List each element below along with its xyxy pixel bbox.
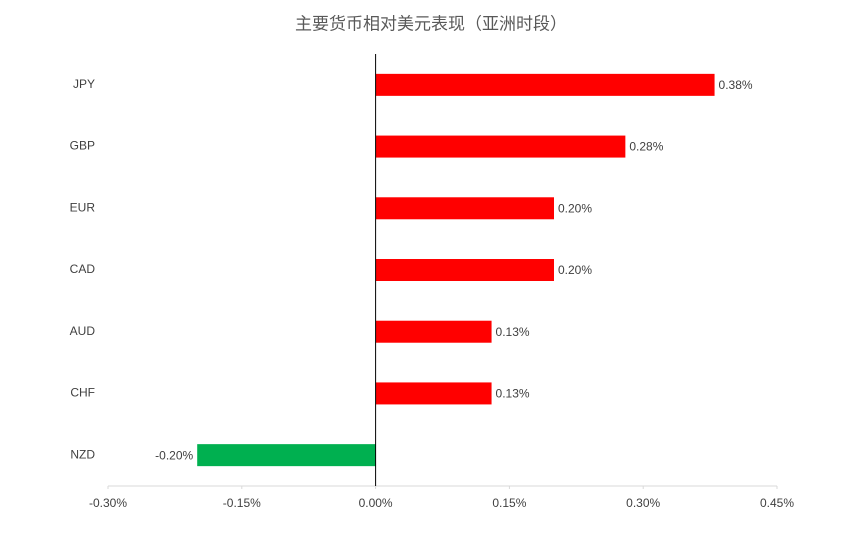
chart-title: 主要货币相对美元表现（亚洲时段） bbox=[295, 14, 567, 33]
value-label: 0.13% bbox=[496, 387, 530, 401]
bar bbox=[375, 382, 492, 405]
y-tick-label: CHF bbox=[70, 386, 95, 400]
x-tick-label: -0.30% bbox=[89, 496, 127, 510]
y-tick-label: JPY bbox=[73, 77, 95, 91]
y-tick-label: GBP bbox=[70, 139, 95, 153]
x-tick-label: 0.45% bbox=[760, 496, 794, 510]
bar bbox=[375, 197, 554, 220]
value-label: 0.20% bbox=[558, 263, 592, 277]
bar bbox=[375, 135, 626, 158]
x-tick-label: 0.15% bbox=[492, 496, 526, 510]
x-tick-label: -0.15% bbox=[223, 496, 261, 510]
value-label: 0.28% bbox=[629, 140, 663, 154]
value-label: 0.20% bbox=[558, 201, 592, 215]
x-tick-label: 0.30% bbox=[626, 496, 660, 510]
x-tick-label: 0.00% bbox=[359, 496, 393, 510]
y-tick-label: AUD bbox=[70, 324, 96, 338]
value-label: -0.20% bbox=[155, 448, 193, 462]
bar bbox=[375, 73, 715, 96]
value-label: 0.13% bbox=[496, 325, 530, 339]
bar bbox=[197, 444, 376, 467]
value-label: 0.38% bbox=[719, 78, 753, 92]
bar bbox=[375, 320, 492, 343]
y-tick-label: CAD bbox=[70, 262, 96, 276]
bar bbox=[375, 259, 554, 281]
y-tick-label: EUR bbox=[70, 200, 96, 214]
y-tick-label: NZD bbox=[70, 447, 95, 461]
